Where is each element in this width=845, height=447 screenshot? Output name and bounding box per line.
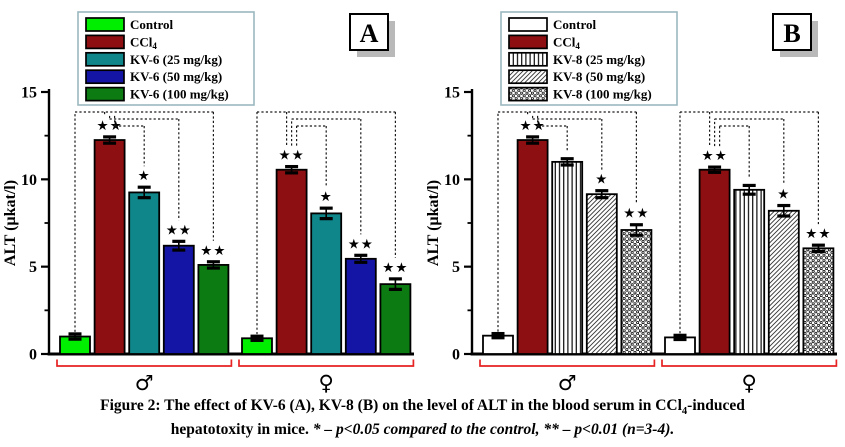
bar-male-KV-6 (100 mg/kg) xyxy=(197,264,230,355)
legend-label: KV-6 (100 mg/kg) xyxy=(130,87,229,102)
y-axis-title: ALT (µkat/l) xyxy=(425,180,442,266)
significance-stars: ★★ xyxy=(166,222,192,238)
bar-male-CCl4 xyxy=(516,139,549,355)
panel-b-kv8-chart: 0 5 10 15 ALT (µkat/l) Control CCl4 KV-8 (25 mg… xyxy=(423,0,845,395)
significance-stars: ★★ xyxy=(348,236,374,252)
significance-stars: ★★ xyxy=(519,118,545,134)
panel-label: A xyxy=(360,19,379,48)
significance-stars: ★★ xyxy=(623,206,649,222)
group-label-male: ♂ xyxy=(558,371,577,394)
legend-swatch xyxy=(85,51,125,67)
bar-male-KV-6 (50 mg/kg) xyxy=(162,244,195,355)
y-axis-title: ALT (µkat/l) xyxy=(2,180,19,266)
panel-label: B xyxy=(783,19,800,48)
bar-male-KV-8 (100 mg/kg) xyxy=(620,229,653,355)
significance-stars: ★★ xyxy=(382,260,408,276)
y-tick-label: 5 xyxy=(452,259,460,276)
group-bracket-female xyxy=(238,359,415,367)
significance-stars: ★ xyxy=(777,187,790,203)
panel-label-box xyxy=(772,13,812,51)
significance-stars: ★★ xyxy=(805,226,831,242)
significance-stars: ★★ xyxy=(200,243,226,259)
panel-label-box xyxy=(349,13,389,51)
significance-stars: ★★ xyxy=(278,148,304,164)
y-tick-label: 0 xyxy=(452,347,460,364)
legend-swatch xyxy=(85,17,125,32)
caption-line-2: hepatotoxity in mice. * – p<0.05 compare… xyxy=(0,419,845,441)
bar-female-KV-6 (25 mg/kg) xyxy=(310,212,343,355)
caption-line-2-text: hepatotoxity in mice. xyxy=(170,421,313,439)
bar-male-KV-8 (50 mg/kg) xyxy=(585,193,618,355)
bar-female-KV-8 (100 mg/kg) xyxy=(802,247,835,355)
legend-label: KV-8 (50 mg/kg) xyxy=(553,69,645,84)
legend-label: KV-6 (50 mg/kg) xyxy=(130,69,222,84)
bar-male-CCl4 xyxy=(93,139,126,355)
legend-label: Control xyxy=(130,17,173,32)
group-bracket-female xyxy=(661,359,838,367)
legend-swatch xyxy=(85,69,125,85)
bar-male-KV-6 (25 mg/kg) xyxy=(128,191,161,355)
y-tick-label: 15 xyxy=(21,85,37,102)
subscript: 4 xyxy=(152,41,157,51)
legend-label: KV-6 (25 mg/kg) xyxy=(130,52,222,67)
bar-female-CCl4 xyxy=(275,168,308,355)
significance-stars: ★ xyxy=(138,168,151,184)
legend-swatch xyxy=(85,34,125,50)
y-tick-label: 15 xyxy=(444,85,460,102)
bar-female-KV-8 (25 mg/kg) xyxy=(733,188,766,355)
legend-label: CCl4 xyxy=(553,34,580,51)
legend-label: Control xyxy=(553,17,596,32)
bar-female-KV-6 (50 mg/kg) xyxy=(344,257,377,355)
y-tick-label: 10 xyxy=(21,172,37,189)
group-label-female: ♀ xyxy=(742,371,757,394)
legend-swatch xyxy=(508,17,548,32)
subscript: 4 xyxy=(681,406,688,418)
legend-swatch xyxy=(508,69,548,85)
significance-stars: ★ xyxy=(320,189,333,205)
caption-stats-note: * – p<0.05 compared to the control, ** –… xyxy=(312,421,675,439)
group-label-male: ♂ xyxy=(135,371,154,394)
legend-swatch xyxy=(508,34,548,50)
label-text: CCl xyxy=(130,34,153,49)
legend-swatch xyxy=(508,86,548,102)
y-tick-label: 5 xyxy=(29,259,37,276)
panel-a-kv6-chart: 0 5 10 15 ALT (µkat/l) Control CCl4 KV-6 (25 mg… xyxy=(0,0,422,395)
y-tick-label: 0 xyxy=(29,347,37,364)
significance-stars: ★ xyxy=(595,172,608,188)
y-tick-label: 10 xyxy=(444,172,460,189)
legend-label: CCl4 xyxy=(130,34,157,51)
bar-female-KV-6 (100 mg/kg) xyxy=(379,283,412,355)
caption-line-1: Figure 2: The effect of KV-6 (A), KV-8 (… xyxy=(100,397,745,418)
figure-caption: Figure 2: The effect of KV-6 (A), KV-8 (… xyxy=(0,395,845,442)
group-bracket-male xyxy=(479,359,656,367)
group-bracket-male xyxy=(56,359,233,367)
bar-female-KV-8 (50 mg/kg) xyxy=(767,209,800,355)
subscript: 4 xyxy=(575,41,580,51)
group-label-female: ♀ xyxy=(319,371,334,394)
legend-label: KV-8 (100 mg/kg) xyxy=(553,87,652,102)
label-text: CCl xyxy=(553,34,576,49)
significance-stars: ★★ xyxy=(701,148,727,164)
legend-swatch xyxy=(508,51,548,67)
legend-label: KV-8 (25 mg/kg) xyxy=(553,52,645,67)
bar-female-CCl4 xyxy=(698,168,731,355)
legend-swatch xyxy=(85,86,125,102)
bar-male-KV-8 (25 mg/kg) xyxy=(551,160,584,355)
significance-stars: ★★ xyxy=(96,118,122,134)
